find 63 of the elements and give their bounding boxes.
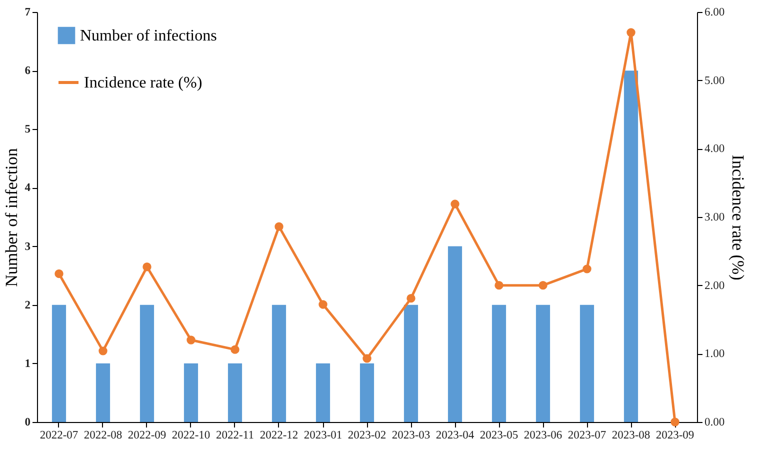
x-tick-label: 2022-11 [216, 430, 254, 442]
bar [140, 304, 154, 422]
bar [272, 304, 286, 422]
point [98, 346, 108, 356]
y2-tick-label: 3.00 [704, 212, 725, 224]
x-tick-label: 2023-04 [436, 430, 474, 442]
bar [360, 363, 374, 422]
y2-tick-label: 6.00 [704, 6, 725, 18]
y-tick-label: 3 [24, 240, 31, 253]
legend-label: Number of infections [80, 28, 217, 44]
bar [448, 246, 462, 422]
x-tick-label: 2023-03 [392, 430, 430, 442]
point [362, 354, 372, 363]
bar [536, 304, 550, 422]
x-tick-label: 2023-02 [348, 430, 386, 442]
legend-label: Incidence rate (%) [84, 74, 202, 92]
y-tick-label: 1 [24, 358, 31, 370]
bar [492, 304, 506, 422]
y-tick-label: 2 [24, 299, 31, 312]
y2-axis-title: Incidence rate (%) [728, 154, 748, 280]
point [142, 262, 152, 272]
bar [580, 304, 594, 422]
x-tick-label: 2022-12 [260, 430, 298, 442]
y2-tick-label: 0.00 [704, 416, 725, 428]
point [670, 418, 680, 426]
point [274, 222, 284, 231]
x-tick-label: 2022-07 [40, 430, 78, 442]
point [230, 345, 240, 354]
point [538, 280, 548, 290]
x-tick-label: 2023-01 [304, 430, 342, 442]
bar [96, 363, 110, 422]
point [318, 300, 328, 309]
x-tick-label: 2023-07 [568, 430, 606, 442]
x-tick-label: 2023-06 [524, 430, 562, 442]
point [186, 336, 196, 344]
bar [624, 70, 638, 422]
point [626, 28, 636, 37]
point [582, 264, 592, 274]
point [406, 294, 416, 303]
y2-tick-label: 4.00 [704, 143, 725, 156]
x-tick-label: 2022-09 [128, 430, 166, 442]
y-tick-label: 5 [24, 124, 31, 136]
x-tick-label: 2023-09 [656, 430, 694, 442]
y-tick-label: 0 [24, 416, 31, 428]
x-tick-label: 2023-05 [480, 430, 518, 442]
bar [52, 304, 66, 422]
x-tick-label: 2022-10 [172, 430, 210, 442]
y2-tick-label: 1.00 [704, 348, 725, 360]
bar [404, 304, 418, 422]
y2-tick-label: 2.00 [704, 280, 725, 292]
x-tick-label: 2023-08 [612, 430, 650, 442]
point [494, 280, 504, 290]
point [54, 269, 64, 278]
bar [184, 363, 198, 422]
y-axis-title: Number of infection [2, 148, 21, 287]
x-tick-label: 2022-08 [84, 430, 122, 442]
bar [316, 363, 330, 422]
bar [228, 363, 242, 422]
y-tick-label: 6 [24, 65, 31, 78]
y-tick-label: 7 [24, 6, 31, 18]
point [450, 200, 460, 208]
y-tick-label: 4 [24, 182, 31, 194]
y2-tick-label: 5.00 [704, 74, 725, 87]
